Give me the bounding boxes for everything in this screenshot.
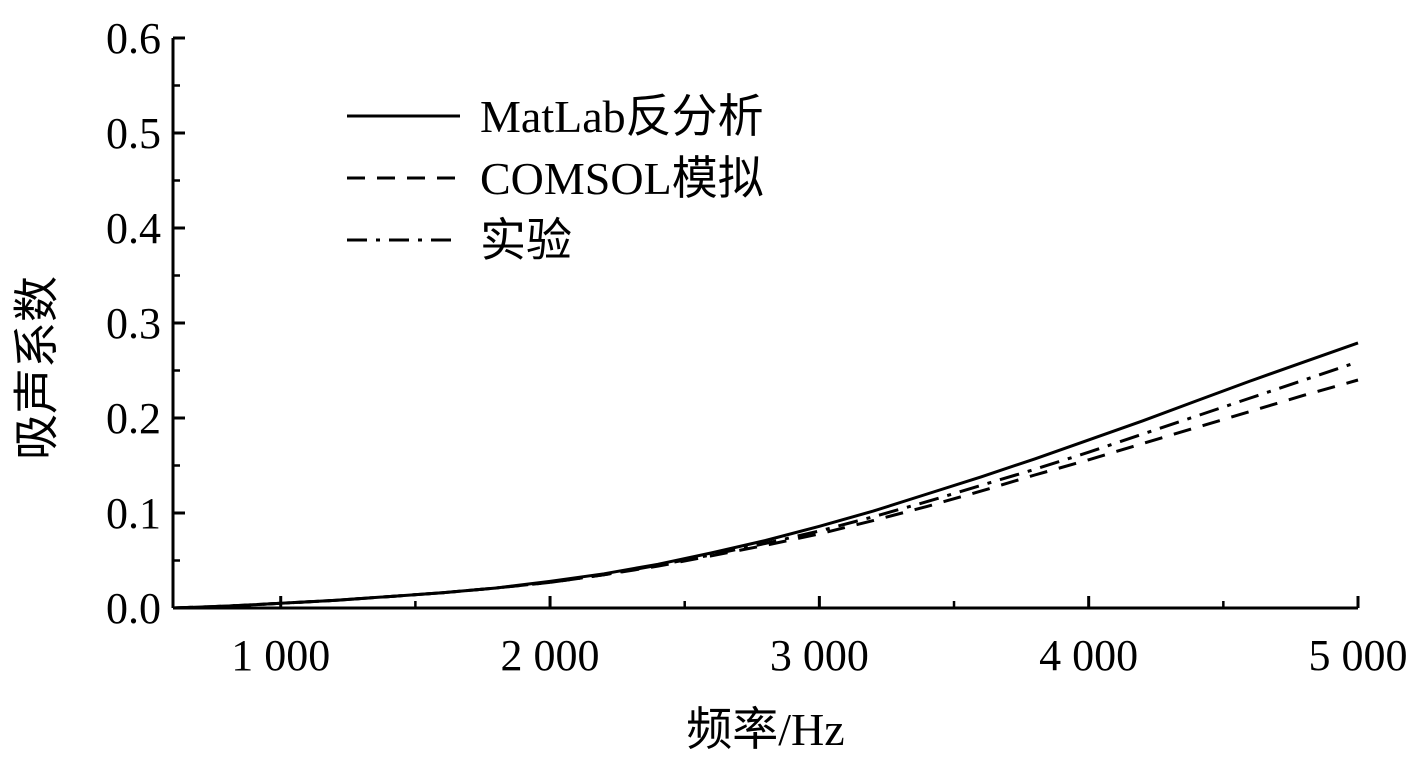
y-tick-label: 0.4 [106, 204, 161, 253]
y-tick-label: 0.0 [106, 584, 161, 633]
legend-label: COMSOL模拟 [480, 153, 764, 204]
x-tick-label: 1 000 [231, 631, 330, 680]
series-line [172, 341, 1359, 610]
y-tick-label: 0.3 [106, 299, 161, 348]
axes [171, 38, 1358, 610]
ticks: 0.0 0.1 0.2 0.3 0.4 0.5 0.6 1 000 2 000 3 000 4 00… [106, 14, 1408, 680]
x-axis-title: 频率/Hz [686, 704, 844, 755]
y-axis-title: 吸声系数 [12, 276, 63, 460]
x-tick-label: 2 000 [501, 631, 600, 680]
series-line [172, 360, 1359, 610]
y-tick-label: 0.1 [106, 489, 161, 538]
series-line [172, 378, 1359, 610]
y-tick-label: 0.6 [106, 14, 161, 63]
x-tick-label: 3 000 [770, 631, 869, 680]
x-tick-label: 5 000 [1309, 631, 1408, 680]
legend-label: 实验 [480, 215, 572, 266]
legend-label: MatLab反分析 [480, 91, 764, 142]
y-tick-label: 0.2 [106, 394, 161, 443]
y-tick-label: 0.5 [106, 109, 161, 158]
x-tick-label: 4 000 [1039, 631, 1138, 680]
series-lines [172, 341, 1359, 610]
